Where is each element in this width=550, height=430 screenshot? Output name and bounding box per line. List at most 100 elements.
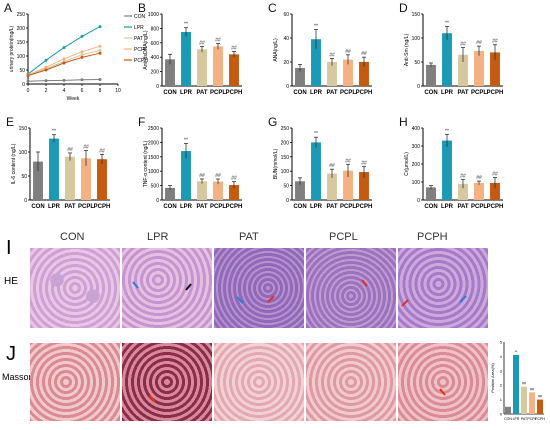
bar-c-lpr [311,39,321,86]
panel-letter-h: H [399,115,408,129]
panel-letter-g: G [268,115,277,129]
sig-mark-f-1: ** [184,138,188,144]
arrow-red-pcpl [361,279,368,287]
x-tick-label-d-0: CON [424,90,437,96]
inset-sig-3: ## [530,387,534,391]
inset-x-tick-0: CON [504,417,512,421]
inset-sig-2: ## [522,382,526,386]
y-axis-label-b: Anti-dsDNA(ng/L) [143,30,149,70]
legend-label-pat: PAT [134,36,143,42]
y-tick-label-a-1: 50 [19,68,25,74]
x-tick-label-e-4: PCPH [94,204,111,210]
bar-f-pcpl [213,181,223,200]
x-tick-label-c-3: PCPL [340,90,356,96]
sig-mark-g-2: ## [329,163,335,169]
x-tick-label-h-0: CON [424,204,437,210]
bar-c-pcpl [343,59,353,86]
bar-h-lpr [442,140,452,200]
y-tick-label-c-1: 20 [283,60,289,66]
y-tick-label-f-4: 2000 [148,140,159,146]
y-axis-label-d: Anti-Sm (ng/L) [404,34,410,67]
inset-x-tick-3: PCPL [527,417,536,421]
panel-letter-a: A [4,1,12,15]
x-tick-label-b-1: LPR [180,90,193,96]
column-label-pcpl: PCPL [329,231,358,243]
arrow-black-lpr [185,283,192,291]
x-tick-label-c-2: PAT [326,90,337,96]
y-axis-label-e: IL-6 content (ng/L) [11,143,17,184]
inset-sig-1: ** [515,350,518,354]
panel-letter-b: B [138,1,146,15]
inset-y-tick-0: 0 [500,412,503,417]
x-axis-label-a: Week [67,96,80,102]
x-tick-label-c-4: PCPH [356,90,373,96]
x-tick-label-b-2: PAT [196,90,207,96]
x-tick-label-e-2: PAT [64,204,75,210]
x-tick-label-a-0: 0 [27,88,30,94]
series-point-pcpl-2 [62,57,66,61]
x-tick-label-g-0: CON [293,204,306,210]
bar-b-lpr [181,32,191,86]
column-label-pcph: PCPH [417,231,448,243]
bar-f-pcph [229,185,239,200]
bar-h-pat [458,183,468,200]
x-tick-label-f-2: PAT [196,204,207,210]
sig-mark-b-2: ## [199,40,205,46]
arrow-red-pat [267,295,275,303]
bar-b-pat [197,49,207,86]
y-tick-label-g-3: 150 [281,155,290,161]
y-tick-label-e-2: 100 [19,150,28,156]
y-axis-label-h: Cr(μmol/L) [404,152,410,176]
series-point-con-4 [98,78,102,82]
arrow-blue-pcph [459,295,467,303]
y-tick-label-e-0: 0 [24,198,27,204]
he-image-pcph [398,248,488,328]
panel-letter-f: F [138,115,145,129]
inset-bar-pat [521,386,527,414]
masson-image-pcpl [306,343,396,421]
x-tick-label-d-3: PCPL [471,90,487,96]
series-point-pat-3 [80,53,84,57]
arrow-red-masson-pcph [439,388,446,396]
bar-g-lpr [311,142,321,200]
inset-sig-4: ## [538,395,542,399]
series-point-pcph-1 [44,68,48,72]
x-tick-label-c-1: LPR [310,90,323,96]
y-tick-label-b-0: 0 [156,84,159,90]
y-tick-label-h-4: 400 [412,126,421,132]
y-tick-label-c-2: 40 [283,36,289,42]
inset-x-tick-4: PCPH [535,417,545,421]
x-tick-label-a-2: 4 [63,88,66,94]
inset-y-tick-4: 4 [500,354,503,359]
sig-mark-h-1: ** [445,128,449,134]
series-point-pcph-3 [80,55,84,59]
inset-x-tick-1: LPR [513,417,520,421]
y-tick-label-h-3: 300 [412,144,421,150]
sig-mark-b-4: ## [231,45,237,51]
bar-b-con [165,59,175,86]
sig-mark-e-4: ## [99,148,105,154]
inset-y-label: Positive Area(%) [490,363,495,393]
sig-mark-c-4: ## [361,51,367,57]
y-axis-label-a: urinary protein(mg/L) [9,25,15,72]
bar-h-pcpl [474,182,484,200]
masson-image-pat [214,343,304,421]
x-tick-label-g-3: PCPL [340,204,356,210]
sig-mark-f-4: ## [231,176,237,182]
x-tick-label-e-3: PCPL [78,204,94,210]
x-tick-label-g-4: PCPH [356,204,373,210]
x-tick-label-h-3: PCPL [471,204,487,210]
y-tick-label-f-3: 1500 [148,155,159,161]
y-tick-label-e-1: 50 [21,174,27,180]
legend-label-pcph: PCPH [134,58,148,64]
series-point-pcph-0 [26,74,30,78]
y-tick-label-f-1: 500 [151,184,160,190]
y-tick-label-b-1: 200 [151,70,160,76]
bar-f-lpr [181,151,191,200]
bar-d-con [426,64,436,86]
inset-y-tick-1: 1 [500,397,503,402]
stain-label-he: HE [4,276,18,287]
y-tick-label-g-5: 250 [281,126,290,132]
y-tick-label-d-1: 50 [414,60,420,66]
